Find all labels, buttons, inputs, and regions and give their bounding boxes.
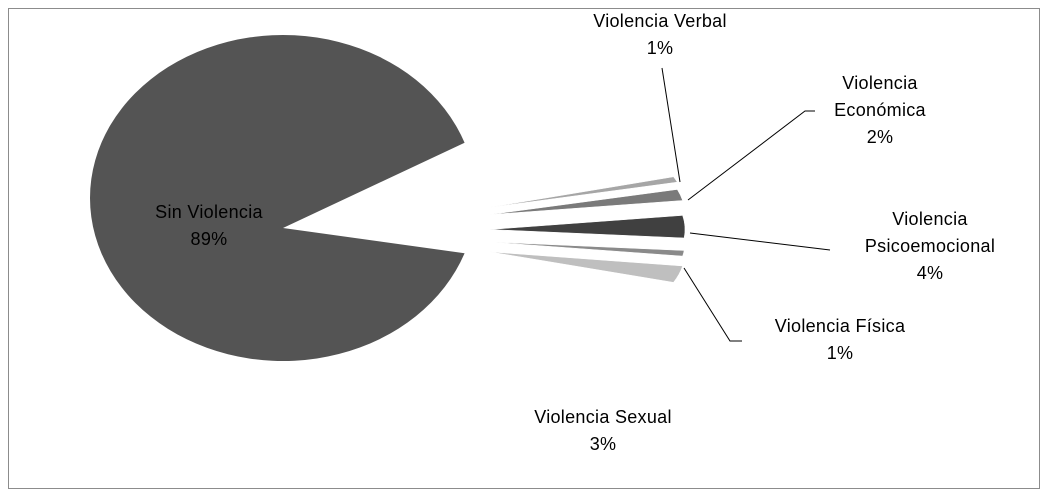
slice-value-label: 1% [826, 343, 854, 363]
pie-slice [90, 34, 465, 361]
slice-value-label: 3% [589, 434, 617, 454]
leader-line [689, 232, 831, 251]
slice-value-label: 4% [916, 263, 944, 283]
pie-slice [489, 215, 686, 239]
slice-label: Violencia Económica [834, 73, 926, 120]
slice-label: Violencia Física [774, 316, 906, 336]
leader-line [687, 110, 815, 201]
slice-label: Violencia Psicoemocional [864, 209, 996, 256]
slice-value-label: 1% [646, 38, 674, 58]
leader-line [683, 267, 742, 342]
slice-value-label: 89% [190, 229, 228, 249]
slice-label: Violencia Sexual [534, 407, 672, 427]
pie-slice [489, 189, 683, 215]
slice-label: Violencia Verbal [593, 11, 727, 31]
leader-line [661, 67, 681, 183]
slice-label: Sin Violencia [155, 202, 263, 222]
pie-slice [489, 176, 678, 208]
pie-slice [489, 251, 683, 283]
slice-value-label: 2% [866, 127, 894, 147]
pie-slice [489, 241, 685, 257]
